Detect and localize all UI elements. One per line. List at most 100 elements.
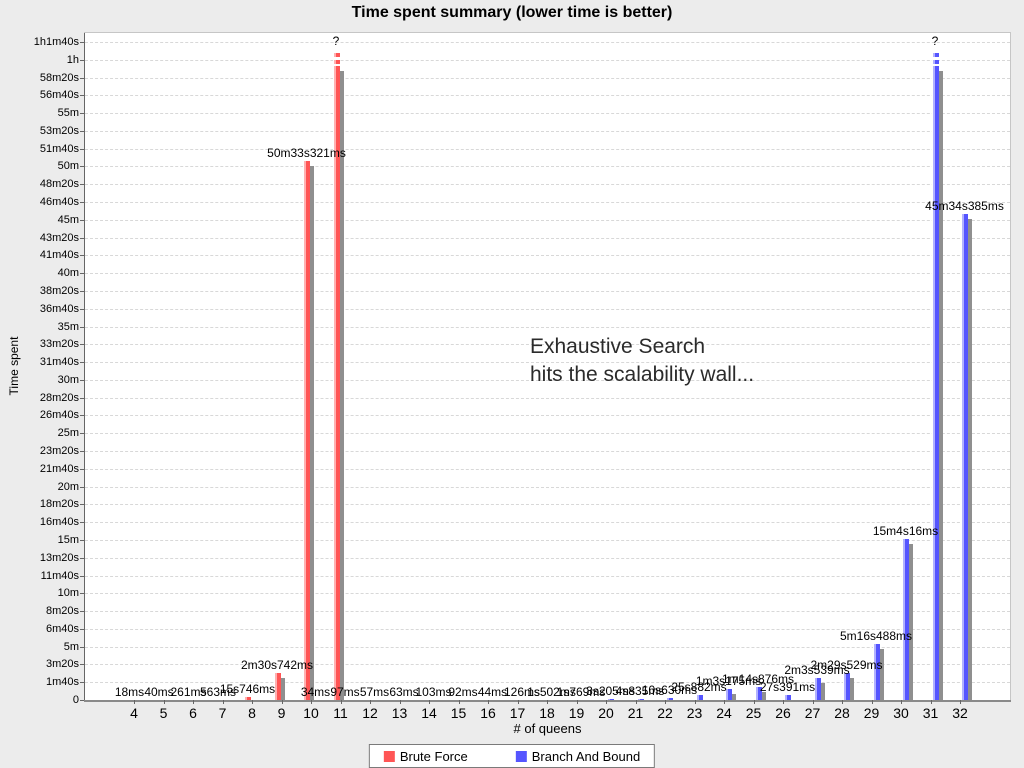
- brute-force-bar-failed: [332, 66, 340, 700]
- x-tick-mark: [812, 700, 814, 704]
- y-tick-label: 21m40s: [39, 462, 79, 475]
- x-tick-mark: [635, 700, 637, 704]
- gridline: [85, 237, 1010, 239]
- x-tick-mark: [429, 700, 430, 704]
- gridline: [85, 611, 1010, 613]
- gridline: [85, 522, 1010, 524]
- y-tick-label: 15m: [57, 533, 79, 546]
- bar-value-label: 10s630ms: [641, 683, 698, 698]
- gridline: [85, 113, 1010, 115]
- x-tick-label: 28: [834, 705, 850, 721]
- gridline: [85, 42, 1010, 43]
- gridline: [85, 273, 1010, 275]
- bar-value-label: 18ms: [114, 684, 145, 699]
- y-tick-label: 10m: [57, 587, 79, 600]
- y-tick-mark: [80, 166, 84, 168]
- branch-and-bound-bar-shadow: [965, 218, 972, 700]
- gridline: [85, 166, 1010, 168]
- y-tick-label: 18m20s: [39, 498, 79, 511]
- gridline: [85, 504, 1010, 506]
- y-tick-label: 28m20s: [39, 391, 79, 404]
- bar-value-label: 15m4s16ms: [872, 524, 939, 539]
- y-tick-mark: [80, 575, 84, 577]
- x-tick-mark: [606, 700, 607, 704]
- y-axis-line: [84, 33, 85, 700]
- x-tick-mark: [871, 700, 873, 704]
- bar-value-label: 103ms: [415, 684, 452, 699]
- plot-area: 18ms 40ms 261ms 563ms 15s746ms 2m30s742ms 50m3…: [85, 33, 1010, 700]
- y-tick-mark: [80, 433, 84, 435]
- y-tick-label: 6m40s: [45, 622, 79, 635]
- brute-force-bar: [244, 697, 251, 700]
- brute-force-bar-failed-dash: [332, 60, 340, 64]
- bar-value-label: 15s746ms: [219, 682, 276, 697]
- x-tick-mark: [252, 700, 253, 704]
- x-tick-mark: [399, 700, 401, 704]
- bar-value-label: 1m14s876ms: [721, 671, 795, 686]
- gridline: [85, 326, 1010, 328]
- x-tick-label: 30: [893, 705, 909, 721]
- gridline: [85, 77, 1010, 79]
- branch-and-bound-bar-shadow: [847, 678, 854, 700]
- y-tick-label: 25m: [57, 427, 79, 440]
- x-tick-mark: [724, 700, 725, 704]
- x-tick-label: 12: [362, 705, 378, 721]
- branch-and-bound-bar: [636, 699, 644, 700]
- gridline: [85, 148, 1010, 150]
- x-tick-mark: [517, 700, 519, 704]
- x-tick-label: 7: [218, 705, 227, 721]
- branch-and-bound-bar: [695, 695, 703, 700]
- brute-force-bar-shadow: [307, 165, 314, 700]
- bar-value-label: 25s882ms: [671, 680, 727, 695]
- y-tick-label: 5m: [63, 640, 79, 653]
- x-tick-mark: [488, 700, 489, 704]
- x-tick-label: 15: [450, 705, 467, 721]
- y-tick-mark: [80, 486, 84, 488]
- y-tick-label: 46m40s: [39, 196, 79, 209]
- x-tick-label: 19: [568, 705, 585, 721]
- y-tick-mark: [80, 522, 84, 524]
- y-tick-mark: [80, 273, 84, 275]
- x-tick-mark: [665, 700, 666, 704]
- gridline: [85, 184, 1010, 186]
- branch-and-bound-bar: [607, 699, 614, 700]
- gridline: [85, 575, 1010, 577]
- y-tick-mark: [80, 202, 84, 204]
- gridline: [85, 646, 1010, 648]
- y-tick-mark: [80, 255, 84, 257]
- y-tick-label: 23m20s: [39, 445, 79, 458]
- x-tick-label: 17: [509, 705, 526, 721]
- bar-value-label: 57ms: [359, 684, 390, 699]
- gridline: [85, 682, 1010, 684]
- y-tick-label: 16m40s: [39, 516, 79, 529]
- plot-border-right: [1010, 33, 1011, 700]
- y-tick-label: 40m: [57, 267, 79, 280]
- y-tick-label: 38m20s: [39, 284, 79, 297]
- branch-and-bound-bar-shadow: [758, 691, 766, 700]
- x-tick-mark: [163, 700, 165, 704]
- y-tick-label: 51m40s: [39, 142, 79, 155]
- x-tick-label: 18: [539, 705, 555, 721]
- y-tick-mark: [80, 42, 84, 43]
- x-tick-label: 6: [189, 705, 197, 721]
- x-tick-mark: [193, 700, 194, 704]
- branch-and-bound-bar-shadow: [935, 71, 943, 700]
- y-tick-mark: [80, 557, 84, 559]
- bar-value-label: 126ms: [503, 684, 541, 699]
- y-tick-label: 3m20s: [45, 658, 79, 671]
- branch-and-bound-swatch-icon: [515, 750, 527, 762]
- y-tick-mark: [80, 504, 84, 506]
- x-tick-label: 11: [333, 705, 348, 721]
- y-tick-mark: [80, 148, 84, 150]
- y-tick-label: 53m20s: [39, 124, 79, 137]
- x-tick-label: 8: [248, 705, 256, 721]
- x-tick-label: 5: [159, 705, 168, 721]
- x-tick-label: 4: [130, 705, 138, 721]
- y-tick-label: 1h: [66, 53, 79, 66]
- branch-and-bound-bar-shadow: [729, 693, 736, 700]
- y-tick-mark: [80, 379, 84, 381]
- x-tick-label: 20: [598, 705, 614, 721]
- branch-and-bound-bar: [843, 673, 850, 700]
- branch-and-bound-bar-failed-dash: [931, 60, 939, 64]
- x-tick-mark: [281, 700, 283, 704]
